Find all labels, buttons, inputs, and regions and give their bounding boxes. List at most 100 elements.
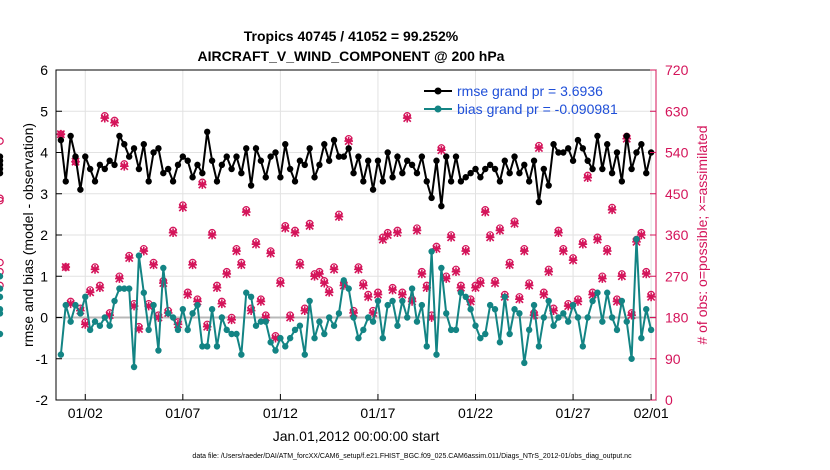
obs-possible-point [0, 281, 4, 290]
rmse-point [330, 136, 338, 144]
x-tick-label: 01/17 [360, 405, 395, 421]
obs-assimilated-point [446, 232, 456, 242]
bias-point [82, 293, 89, 301]
bias-point [57, 351, 65, 358]
bias-point [291, 326, 299, 334]
bias-point [184, 326, 191, 334]
bias-point [555, 314, 562, 321]
obs-assimilated-point [558, 246, 568, 256]
bias-point [0, 293, 4, 301]
bias-point [384, 301, 391, 309]
rmse-point [462, 174, 469, 181]
obs-assimilated-point [344, 136, 354, 146]
rmse-point [374, 157, 382, 164]
obs-assimilated-point [354, 265, 363, 274]
obs-assimilated-point [368, 308, 378, 318]
rmse-point [569, 157, 577, 164]
rmse-point [491, 165, 499, 173]
bias-point [545, 297, 552, 305]
bias-point [208, 306, 216, 313]
rmse-point [584, 157, 591, 164]
rmse-point [189, 174, 196, 181]
obs-assimilated-point [329, 265, 339, 274]
bias-point [360, 326, 367, 334]
bias-point [91, 318, 99, 325]
obs-assimilated-point [534, 143, 544, 153]
obs-assimilated-point [334, 212, 344, 221]
obs-assimilated-point [505, 260, 514, 270]
rmse-point [467, 169, 474, 177]
rmse-point [296, 157, 304, 164]
rmse-point [413, 169, 421, 177]
obs-assimilated-point [588, 290, 597, 299]
obs-assimilated-point [637, 230, 646, 240]
rmse-point [506, 169, 513, 177]
bias-point [521, 359, 528, 367]
bias-point [145, 326, 152, 334]
rmse-point [213, 178, 221, 185]
bias-point [550, 322, 557, 329]
bias-point [511, 306, 518, 313]
bias-point [311, 334, 318, 342]
obs-possible-point [0, 137, 4, 145]
obs-assimilated-point [280, 223, 290, 233]
obs-assimilated-point [261, 313, 271, 322]
obs-assimilated-series [57, 114, 656, 343]
obs-assimilated-point [563, 301, 573, 311]
obs-assimilated-point [524, 281, 534, 290]
bias-point [272, 347, 279, 354]
y-tick-label: -1 [36, 351, 49, 367]
obs-assimilated-point [193, 297, 202, 306]
rmse-point [360, 178, 367, 185]
obs-assimilated-point [300, 306, 310, 315]
rmse-point [130, 145, 138, 152]
rmse-point [638, 141, 645, 148]
rmse-point [457, 178, 465, 185]
rmse-series [0, 128, 655, 210]
rmse-point [252, 145, 260, 152]
bias-point [443, 310, 450, 317]
bias-point [560, 310, 567, 317]
rmse-point [57, 136, 65, 144]
obs-assimilated-point [519, 246, 529, 256]
rmse-point [311, 174, 318, 181]
bias-point [604, 289, 611, 296]
obs-assimilated-point [85, 287, 95, 297]
obs-assimilated-point [119, 161, 129, 171]
obs-assimilated-point [212, 283, 222, 293]
obs-possible-point [0, 194, 4, 203]
rmse-point [521, 161, 528, 169]
bias-point [62, 301, 69, 309]
y2-tick-label: 180 [665, 310, 689, 326]
rmse-point [238, 169, 245, 177]
bias-point [486, 301, 494, 309]
rmse-point [272, 149, 279, 156]
bias-point [647, 326, 655, 334]
rmse-point [628, 165, 635, 173]
y-axis-label: rmse and bias (model - observation) [20, 123, 36, 347]
rmse-point [560, 149, 567, 156]
obs-assimilated-point [154, 313, 163, 322]
rmse-point [125, 153, 133, 160]
obs-assimilated-point [485, 232, 495, 242]
bias-point [564, 318, 572, 325]
chart-title: Tropics 40745 / 41052 = 99.252% [244, 28, 459, 44]
bias-point [594, 289, 601, 296]
rmse-point [199, 169, 206, 177]
bias-point [0, 273, 4, 280]
rmse-point [282, 141, 289, 148]
rmse-point [379, 178, 387, 185]
obs-assimilated-point [598, 274, 607, 283]
obs-assimilated-point [207, 230, 217, 240]
y-tick-label: 5 [40, 103, 48, 119]
bias-point [135, 252, 143, 259]
left-axis-ticks: -2 -1 0 1 2 3 4 5 6 [36, 62, 62, 408]
bias-point [0, 285, 4, 292]
bias-point [223, 326, 230, 334]
rmse-point [350, 169, 357, 177]
bias-point [496, 339, 504, 346]
obs-assimilated-point [490, 278, 500, 288]
obs-assimilated-point [324, 287, 334, 297]
bias-point [125, 285, 133, 292]
bias-point [267, 339, 274, 346]
